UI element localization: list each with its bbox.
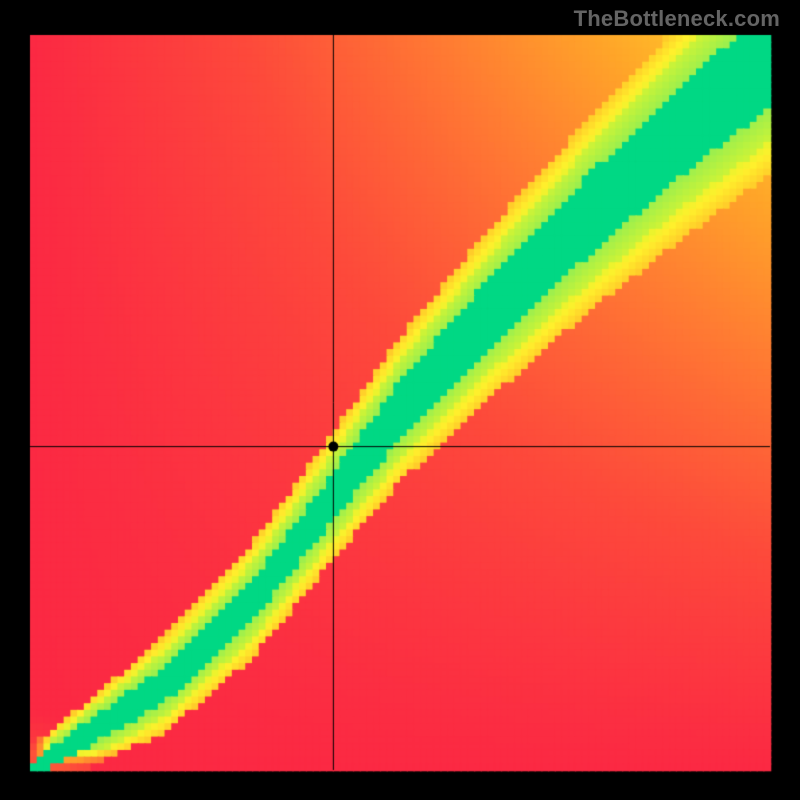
heatmap-canvas bbox=[0, 0, 800, 800]
chart-container: TheBottleneck.com bbox=[0, 0, 800, 800]
watermark-text: TheBottleneck.com bbox=[574, 6, 780, 32]
